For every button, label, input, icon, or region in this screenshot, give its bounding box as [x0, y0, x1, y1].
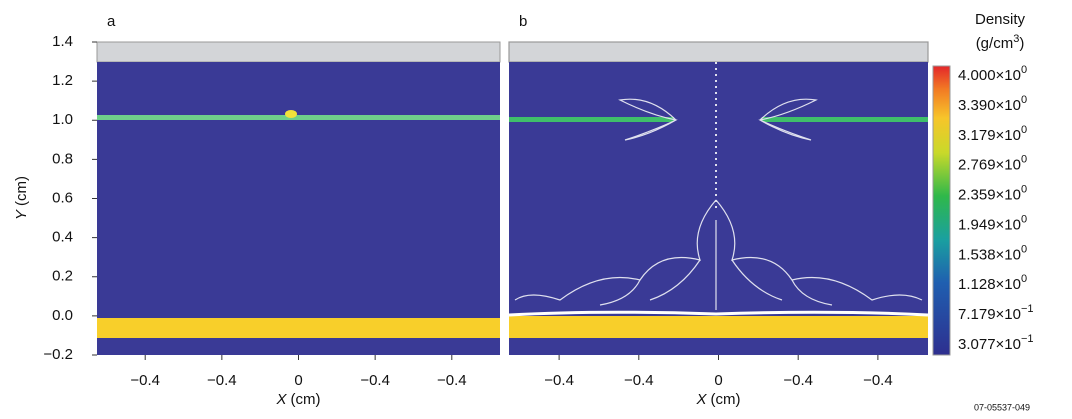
y-tick-label: 0.6 [52, 189, 73, 206]
exponent: 0 [1021, 183, 1027, 195]
colorbar-tick-label: 3.390×100 [958, 94, 1027, 114]
axis-unit: (cm) [13, 176, 30, 206]
y-tick-label: 1.2 [52, 72, 73, 89]
exponent: 0 [1021, 124, 1027, 136]
colorbar-tick-label: 1.538×100 [958, 243, 1027, 263]
panel-label: b [519, 13, 527, 30]
exponent: 0 [1021, 243, 1027, 255]
mantissa: 3.390×10 [958, 97, 1021, 114]
colorbar-title: Density [975, 11, 1026, 28]
mantissa: 2.769×10 [958, 157, 1021, 174]
x-tick-label: 0 [714, 372, 722, 389]
y-tick-label: −0.2 [43, 346, 73, 363]
x-tick-label: −0.4 [783, 372, 813, 389]
x-axis-label: X (cm) [695, 391, 740, 408]
panel-a-plot [96, 41, 501, 355]
x-tick-label: −0.4 [130, 372, 160, 389]
panel-label: a [107, 13, 116, 30]
panel-b-plot [508, 41, 929, 355]
mantissa: 1.128×10 [958, 276, 1021, 293]
y-tick-label: 0.0 [52, 307, 73, 324]
colorbar-unit: (g/cm3) [976, 33, 1025, 52]
colorbar-tick-label: 4.000×100 [958, 64, 1027, 84]
colorbar-tick-label: 1.949×100 [958, 213, 1027, 233]
unit-suffix: ) [1019, 35, 1024, 52]
colorbar-tick-label: 7.179×10−1 [958, 303, 1034, 323]
exponent: 0 [1021, 273, 1027, 285]
exponent: 0 [1021, 64, 1027, 76]
colorbar-tick-label: 1.128×100 [958, 273, 1027, 293]
mantissa: 3.179×10 [958, 127, 1021, 144]
mantissa: 7.179×10 [958, 306, 1021, 323]
exponent: 0 [1021, 94, 1027, 106]
unit-prefix: (g/cm [976, 35, 1014, 52]
y-axis-label: Y (cm) [13, 176, 30, 220]
x-tick-label: −0.4 [360, 372, 390, 389]
exponent: 0 [1021, 213, 1027, 225]
axis-variable: Y [13, 209, 30, 220]
colorbar-tick-label: 3.077×10−1 [958, 333, 1034, 353]
figure-id: 07-05537-049 [974, 402, 1030, 412]
y-tick-label: 0.2 [52, 268, 73, 285]
exponent: 0 [1021, 154, 1027, 166]
axis-variable: X [275, 391, 287, 408]
y-tick-label: 1.0 [52, 111, 73, 128]
axis-unit: (cm) [711, 391, 741, 408]
x-tick-label: −0.4 [544, 372, 574, 389]
x-tick-label: −0.4 [207, 372, 237, 389]
mantissa: 1.949×10 [958, 216, 1021, 233]
x-tick-label: −0.4 [863, 372, 893, 389]
colorbar-tick-label: 2.359×100 [958, 183, 1027, 203]
mantissa: 1.538×10 [958, 246, 1021, 263]
y-tick-label: 0.4 [52, 229, 73, 246]
mantissa: 4.000×10 [958, 67, 1021, 84]
colorbar [932, 65, 951, 356]
axis-variable: X [695, 391, 707, 408]
colorbar-tick-label: 2.769×100 [958, 154, 1027, 174]
mantissa: 2.359×10 [958, 187, 1021, 204]
axis-unit: (cm) [291, 391, 321, 408]
colorbar-tick-label: 3.179×100 [958, 124, 1027, 144]
y-tick-label: 0.8 [52, 150, 73, 167]
x-tick-label: 0 [294, 372, 302, 389]
x-axis-label: X (cm) [275, 391, 320, 408]
x-tick-label: −0.4 [437, 372, 467, 389]
x-tick-label: −0.4 [624, 372, 654, 389]
unit-exponent: 3 [1013, 33, 1019, 45]
y-tick-label: 1.4 [52, 33, 73, 50]
exponent: −1 [1021, 303, 1034, 315]
mantissa: 3.077×10 [958, 336, 1021, 353]
exponent: −1 [1021, 333, 1034, 345]
